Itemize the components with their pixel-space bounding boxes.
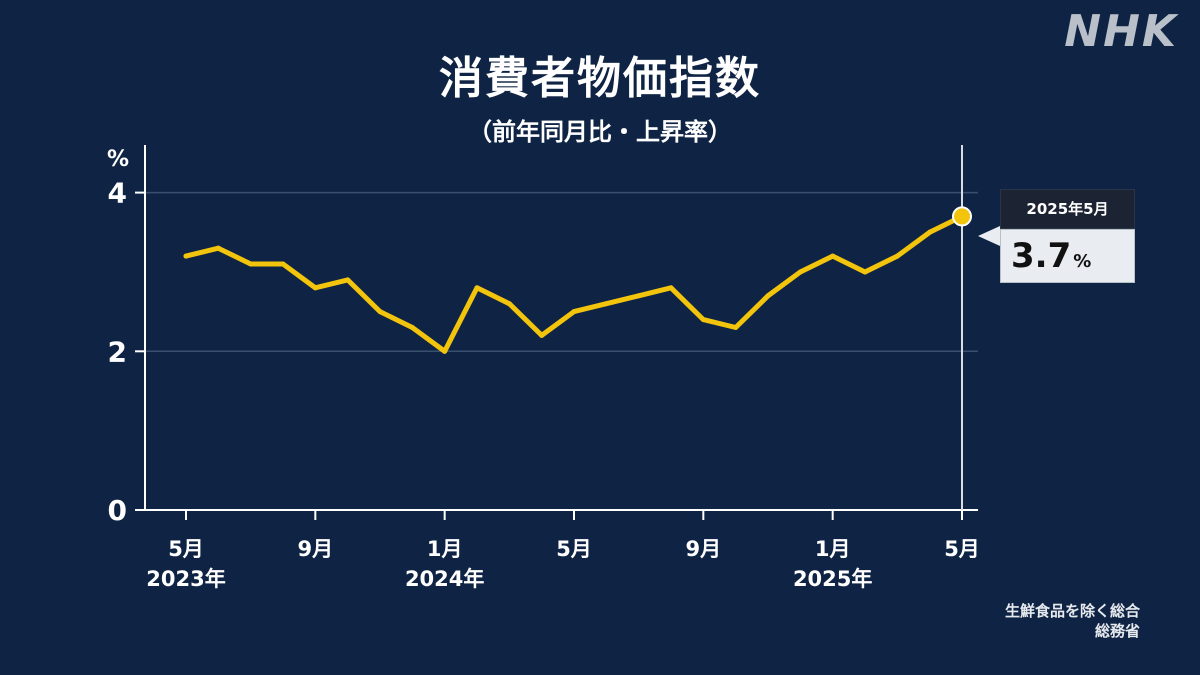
data-point-8 [442,348,448,354]
chart-subtitle: （前年同月比・上昇率） [468,118,732,146]
data-point-19 [797,269,803,275]
data-point-13 [603,301,609,307]
callout-date: 2025年5月 [1000,189,1135,229]
callout-value: 3.7 [1011,236,1072,276]
data-point-2 [248,261,254,267]
x-tick-year-2: 2024年 [405,567,484,591]
data-point-22 [894,253,900,259]
data-point-5 [345,277,351,283]
x-tick-month-5: 1月 [815,537,851,561]
data-point-21 [862,269,868,275]
data-point-9 [474,285,480,291]
data-point-17 [733,325,739,330]
data-point-6 [377,309,383,315]
x-tick-month-6: 5月 [944,537,980,561]
data-point-14 [636,293,642,299]
x-tick-year-5: 2025年 [793,567,872,591]
data-point-11 [539,332,545,338]
data-point-20 [830,253,836,259]
data-point-7 [409,325,415,330]
x-tick-month-2: 1月 [427,537,463,561]
data-point-10 [506,301,512,307]
note-line-2: 総務省 [1094,622,1140,640]
y-tick-label-2: 2 [108,335,127,368]
x-tick-month-3: 5月 [556,537,592,561]
chart-title: 消費者物価指数 [439,53,761,104]
data-point-16 [700,317,706,323]
cpi-series-line [183,213,965,354]
x-tick-month-0: 5月 [168,537,204,561]
note-line-1: 生鮮食品を除く総合 [1004,602,1140,620]
x-tick-year-0: 2023年 [146,567,225,591]
nhk-logo: NHK [1064,6,1178,57]
data-point-3 [280,261,286,267]
y-tick-label-4: 4 [108,177,127,210]
data-point-23 [927,229,933,235]
x-tick-month-1: 9月 [298,537,334,561]
y-tick-label-0: 0 [108,494,127,527]
callout-pointer [978,226,1000,246]
data-point-12 [571,309,577,315]
callout-value-box: 3.7% [1000,229,1135,283]
data-point-0 [183,253,189,259]
highlight-point [952,206,972,227]
y-axis-unit: % [107,147,129,172]
x-tick-month-4: 9月 [686,537,722,561]
data-point-18 [765,293,771,299]
source-note: 生鮮食品を除く総合 総務省 [1005,601,1140,641]
data-point-4 [312,285,318,291]
data-point-15 [668,285,674,291]
latest-value-callout: 2025年5月 3.7% [1000,189,1135,283]
data-point-1 [215,245,221,251]
callout-unit: % [1073,251,1092,272]
